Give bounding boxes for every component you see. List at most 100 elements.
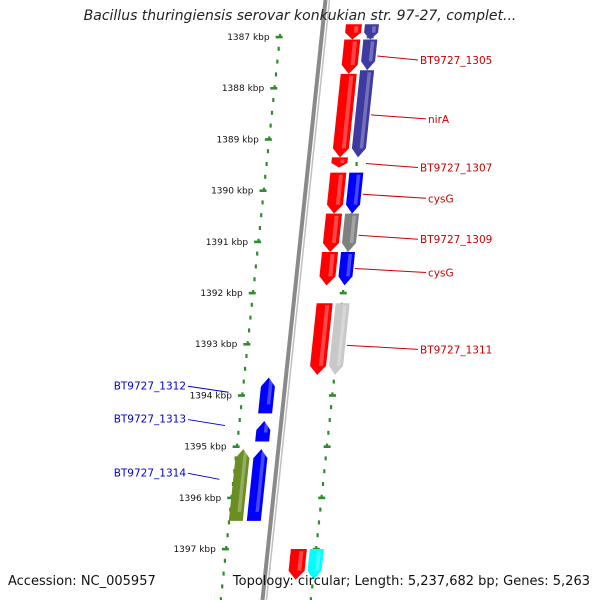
forward-leader-line [358, 234, 419, 240]
inner-guide-dot [269, 123, 272, 128]
reverse-leader-line [187, 385, 229, 393]
inner-guide-dot [264, 174, 267, 179]
inner-guide-dot [239, 405, 243, 410]
scale-label: 1392 kbp [200, 289, 243, 299]
genes-layer [228, 24, 379, 580]
inner-guide-dot [226, 533, 229, 538]
inner-guide-dot [256, 251, 259, 256]
reverse-gene-outer-shade [237, 451, 248, 512]
scale-label: 1397 kbp [173, 545, 216, 555]
forward-gene [319, 252, 339, 286]
reverse-gene-shade [266, 379, 273, 405]
forward-gene-outer [341, 213, 360, 253]
forward-gene-outer [329, 303, 350, 375]
outer-guide-dot [355, 162, 358, 166]
forward-gene-outer-shade [368, 41, 375, 62]
inner-guide-dot [227, 520, 231, 525]
forward-gene-outer-shade [349, 215, 357, 244]
forward-gene-shade [297, 551, 304, 571]
forward-gene-label: BT9727_1305 [420, 55, 492, 67]
reverse-gene [258, 377, 275, 414]
inner-guide-dot [254, 264, 257, 269]
forward-gene [332, 73, 357, 158]
inner-guide-dot [219, 597, 222, 600]
inner-guide-dot [272, 98, 275, 102]
major-tick [318, 496, 326, 500]
scale-label: 1388 kbp [222, 84, 265, 94]
forward-gene [331, 157, 348, 168]
reverse-gene [255, 421, 271, 442]
topology-text: Topology: circular; Length: 5,237,682 bp… [232, 574, 590, 589]
major-tick [275, 35, 283, 39]
inner-guide-dot [260, 213, 263, 218]
outer-guide-dot [319, 507, 322, 512]
reverse-gene [246, 449, 268, 521]
forward-gene-shade [340, 159, 345, 163]
outer-guide-dot [328, 418, 331, 422]
inner-guide-dot [245, 354, 248, 358]
inner-guide-dot [221, 584, 224, 589]
forward-gene [310, 303, 333, 375]
major-tick [259, 189, 267, 192]
outer-guide-dot [324, 456, 327, 461]
outer-guide-dot [317, 520, 321, 525]
major-tick [227, 496, 235, 500]
forward-gene-label: nirA [428, 114, 450, 126]
reverse-gene-label: BT9727_1314 [114, 467, 187, 479]
forward-leader-line [354, 268, 427, 274]
scale-label: 1393 kbp [195, 340, 238, 350]
inner-guide-dot [249, 315, 252, 320]
reverse-gene-label: BT9727_1312 [114, 380, 186, 392]
forward-gene-outer-shade [353, 174, 361, 205]
major-tick [264, 138, 272, 141]
forward-gene-label: cysG [428, 268, 454, 280]
forward-leader-line [370, 114, 427, 120]
forward-gene-outer [361, 39, 378, 71]
inner-guide-dot [248, 328, 251, 333]
forward-gene-outer-shade [315, 551, 321, 571]
forward-gene-label: BT9727_1311 [420, 344, 492, 356]
outer-guide-dot [327, 430, 330, 435]
inner-guide-dot [243, 366, 247, 371]
forward-gene-shade [328, 254, 335, 277]
scale-label: 1390 kbp [211, 187, 254, 197]
forward-gene-outer [307, 549, 324, 580]
inner-guide-dot [274, 72, 278, 77]
forward-gene-shade [331, 215, 339, 244]
forward-gene-shade [335, 174, 343, 205]
forward-gene-shade [318, 305, 330, 366]
outer-guide-dot [323, 469, 326, 474]
major-tick [221, 547, 229, 551]
major-tick [248, 291, 256, 295]
major-tick [232, 445, 240, 448]
forward-gene-outer-shade [336, 305, 347, 366]
outer-guide-dot [321, 482, 325, 486]
scale-label: 1394 kbp [190, 391, 233, 401]
inner-guide-dot [250, 302, 253, 307]
backbone-highlight [265, 0, 331, 600]
forward-gene-outer-shade [371, 26, 376, 33]
forward-leader-line [365, 163, 419, 169]
forward-leader-line [362, 193, 427, 199]
forward-gene-shade [341, 75, 354, 149]
forward-gene-outer-shade [346, 254, 353, 277]
accession-text: Accession: NC_005957 [8, 574, 156, 589]
reverse-leader-line [187, 472, 220, 480]
inner-guide-dot [276, 59, 279, 64]
map-title: Bacillus thuringiensis serovar konkukian… [83, 8, 517, 24]
outer-guide-dot [332, 379, 335, 384]
major-tick [270, 87, 278, 90]
inner-guide-dot [258, 226, 261, 230]
reverse-leader-line [187, 419, 226, 427]
reverse-gene-shade [263, 423, 269, 433]
inner-guide-dot [277, 46, 280, 51]
inner-guide-dot [223, 558, 227, 563]
inner-guide-dot [265, 162, 268, 166]
forward-gene-shade [353, 26, 359, 33]
labels-layer: BT9727_1305 nirA BT9727_1307 cysG BT9727_130… [114, 55, 492, 480]
major-tick [243, 343, 251, 346]
forward-gene-outer [346, 172, 364, 214]
forward-gene-outer [338, 252, 356, 286]
forward-gene-label: BT9727_1309 [420, 234, 492, 246]
